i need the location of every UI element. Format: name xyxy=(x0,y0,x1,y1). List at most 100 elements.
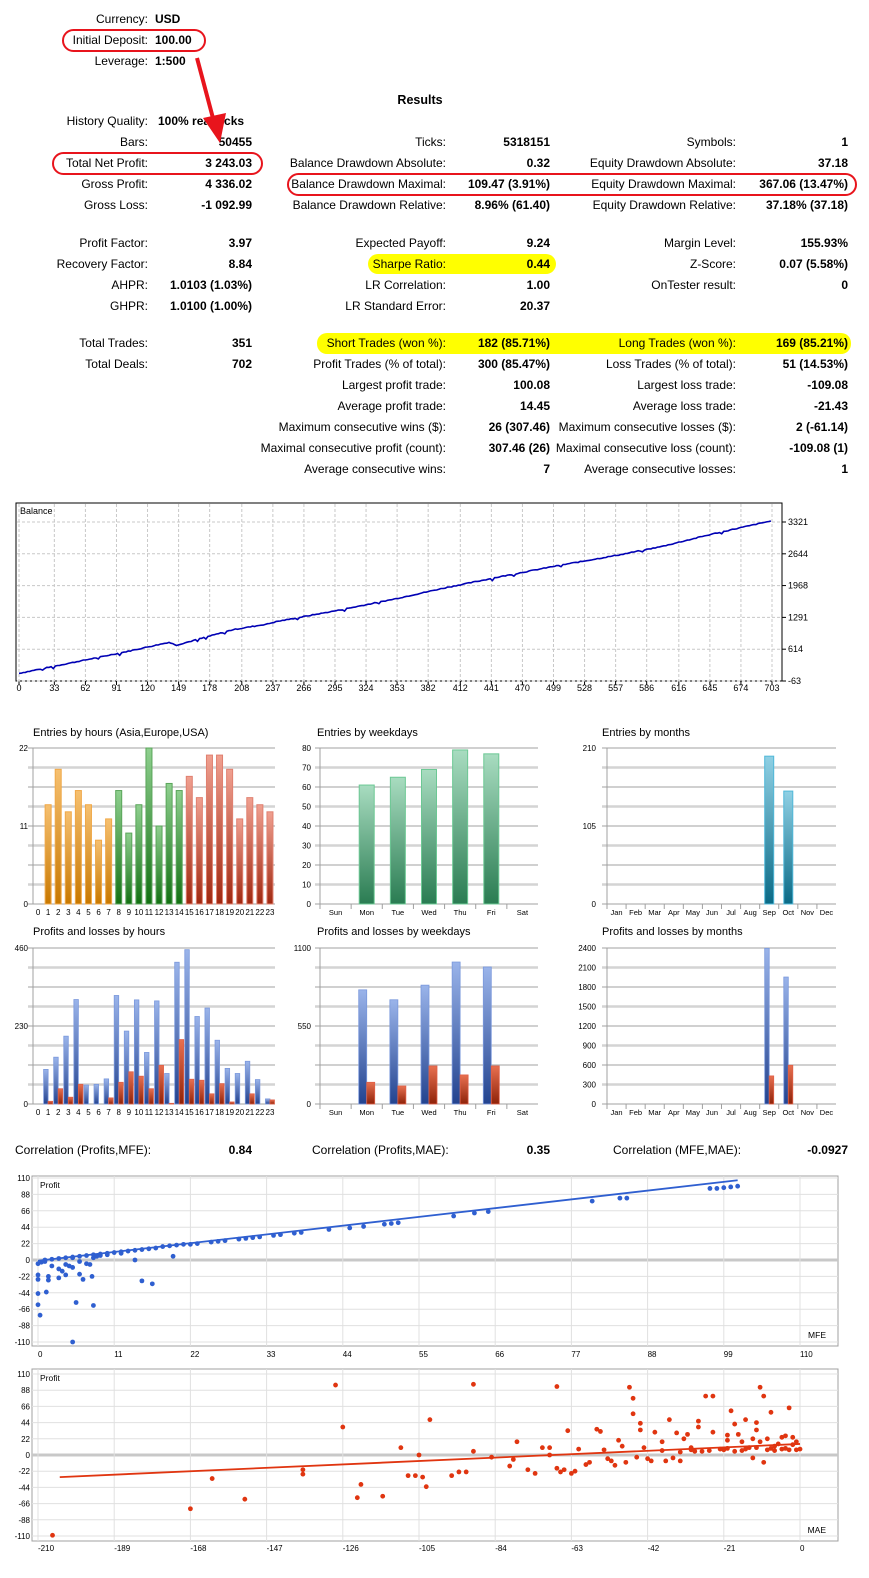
correlation-label-1: Correlation (Profits,MFE): xyxy=(15,1143,152,1157)
y-tick-label: 70 xyxy=(302,764,311,773)
scatter-point xyxy=(43,1289,49,1295)
scatter-point xyxy=(427,1417,433,1423)
label-symbols: Symbols: xyxy=(686,135,736,149)
scatter-point xyxy=(358,1482,364,1487)
y-tick-label: 0 xyxy=(307,1100,312,1109)
label-total-deals: Total Deals: xyxy=(85,357,148,371)
bar-mon xyxy=(358,784,375,905)
label-bars: Bars: xyxy=(119,135,148,149)
y-tick-label: 88 xyxy=(21,1386,30,1395)
x-tick-label: 208 xyxy=(234,683,249,693)
scatter-point xyxy=(616,1437,621,1443)
x-tick-label: 21 xyxy=(245,1108,254,1117)
scatter-point xyxy=(525,1467,531,1473)
scatter-point xyxy=(692,1448,698,1454)
value-balance-drawdown-relative: 8.96% (61.40) xyxy=(474,198,550,212)
x-tick-label: Sun xyxy=(329,1108,342,1117)
value-bars: 50455 xyxy=(218,135,252,149)
scatter-point xyxy=(532,1471,538,1476)
label-equity-drawdown-absolute: Equity Drawdown Absolute: xyxy=(589,156,736,170)
x-tick-label: 0 xyxy=(36,1108,41,1117)
loss-bar-23 xyxy=(269,1099,275,1105)
scatter-point xyxy=(333,1382,338,1388)
bar-6 xyxy=(95,839,103,905)
x-tick-label: 0 xyxy=(36,908,41,917)
chart-title-entries-by-hours-asia-europe-usa: Entries by hours (Asia,Europe,USA) xyxy=(33,727,208,739)
value-symbols: 1 xyxy=(841,135,848,149)
label-total-trades: Total Trades: xyxy=(79,336,148,350)
scatter-point xyxy=(388,1221,394,1226)
label-ticks: Ticks: xyxy=(415,135,446,149)
x-tick-label: Sat xyxy=(517,908,529,917)
scatter-point xyxy=(547,1445,553,1451)
bar-19 xyxy=(226,768,234,905)
x-tick-label: 55 xyxy=(419,1350,428,1359)
scatter-point xyxy=(132,1257,138,1263)
loss-bar-21 xyxy=(249,1093,255,1105)
x-tick-label: Mon xyxy=(359,1108,374,1117)
y-tick-label: -110 xyxy=(15,1338,31,1347)
bar-thu xyxy=(452,749,469,905)
x-axis-label: MFE xyxy=(808,1330,826,1340)
profit-bar-18 xyxy=(214,1039,220,1105)
x-tick-label: 295 xyxy=(327,683,342,693)
scatter-point xyxy=(449,1473,455,1479)
scatter-point xyxy=(696,1424,701,1430)
x-tick-label: -84 xyxy=(495,1544,507,1553)
x-tick-label: 66 xyxy=(495,1350,504,1359)
x-tick-label: Sun xyxy=(329,908,342,917)
label-initial-deposit: Initial Deposit: xyxy=(72,33,148,47)
y-tick-label: -88 xyxy=(18,1322,30,1331)
profit-bar-20 xyxy=(234,1073,241,1105)
scatter-point xyxy=(754,1420,759,1425)
label-equity-drawdown-relative: Equity Drawdown Relative: xyxy=(592,198,736,212)
loss-bar-3 xyxy=(67,1096,74,1105)
scatter-point xyxy=(412,1473,418,1479)
value-long-trades-won: 169 (85.21%) xyxy=(775,336,848,350)
profit-bar-7 xyxy=(103,1078,110,1105)
scatter-point xyxy=(707,1186,713,1191)
x-tick-label: May xyxy=(686,908,700,917)
scatter-point xyxy=(721,1447,727,1453)
y-tick-label: 2100 xyxy=(578,964,596,973)
scatter-point xyxy=(300,1471,306,1477)
x-tick-label: 1 xyxy=(46,1108,51,1117)
scatter-point xyxy=(188,1506,193,1512)
x-tick-label: 11 xyxy=(145,1108,154,1117)
scatter-point xyxy=(612,1462,618,1468)
value-leverage: 1:500 xyxy=(155,54,186,68)
scatter-point xyxy=(703,1393,709,1399)
x-tick-label: 4 xyxy=(76,908,81,917)
x-tick-label: 266 xyxy=(296,683,311,693)
scatter-point xyxy=(463,1469,469,1475)
value-largest-loss-trade: -109.08 xyxy=(807,378,848,392)
scatter-point xyxy=(485,1209,491,1214)
label-sharpe-ratio: Sharpe Ratio: xyxy=(372,257,446,271)
x-tick-label: 12 xyxy=(155,1108,164,1117)
label-profit-trades-of-total: Profit Trades (% of total): xyxy=(313,357,446,371)
scatter-point xyxy=(790,1434,796,1440)
x-tick-label: Apr xyxy=(668,1108,680,1117)
x-tick-label: 19 xyxy=(225,908,234,917)
value-total-trades: 351 xyxy=(231,336,252,350)
x-tick-label: 0 xyxy=(38,1350,43,1359)
y-tick-label: -88 xyxy=(18,1516,30,1525)
y-tick-label: -110 xyxy=(15,1532,31,1541)
label-expected-payoff: Expected Payoff: xyxy=(355,236,446,250)
x-tick-label: Thu xyxy=(454,1108,467,1117)
value-ticks: 5318151 xyxy=(503,135,550,149)
y-tick-label: 22 xyxy=(21,1435,30,1444)
chart-title-profits-and-losses-by-hours: Profits and losses by hours xyxy=(33,926,166,938)
label-recovery-factor: Recovery Factor: xyxy=(56,257,148,271)
x-tick-label: Thu xyxy=(454,908,467,917)
value-largest-profit-trade: 100.08 xyxy=(513,378,550,392)
label-leverage: Leverage: xyxy=(94,54,148,68)
scatter-point xyxy=(732,1448,738,1454)
scatter-point xyxy=(569,1471,574,1476)
scatter-point xyxy=(619,1443,625,1449)
label-ahpr: AHPR: xyxy=(111,278,148,292)
bar-17 xyxy=(205,754,213,905)
value-gross-loss: -1 092.99 xyxy=(201,198,252,212)
scatter-point xyxy=(601,1447,607,1453)
x-tick-label: 14 xyxy=(175,1108,184,1117)
